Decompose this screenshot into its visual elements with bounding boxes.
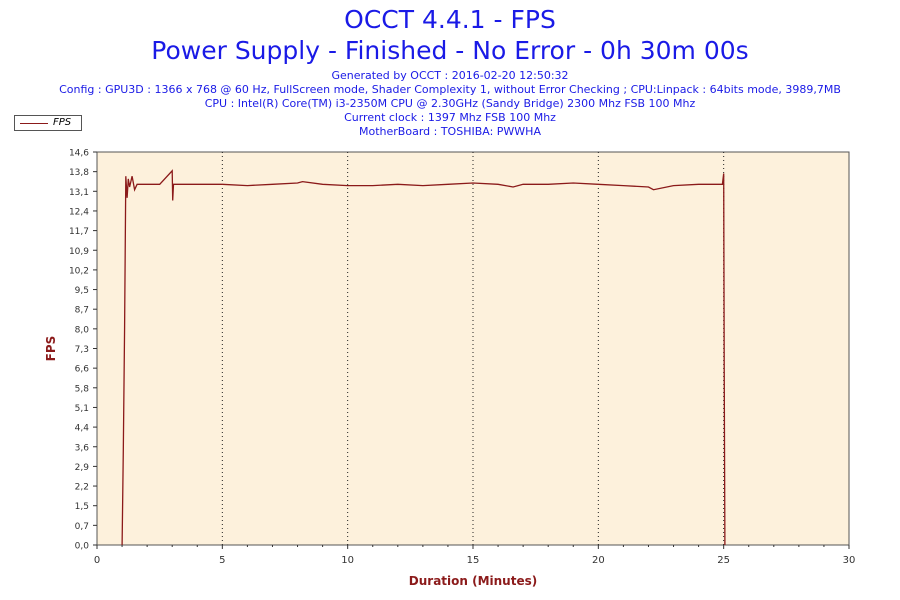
x-tick-label: 15 xyxy=(467,555,480,566)
y-tick-label: 3,6 xyxy=(75,443,90,453)
y-tick-label: 5,1 xyxy=(75,404,89,414)
y-tick-label: 5,8 xyxy=(75,384,90,394)
y-tick-label: 9,5 xyxy=(75,286,89,296)
config-line: Config : GPU3D : 1366 x 768 @ 60 Hz, Ful… xyxy=(59,83,841,96)
y-tick-label: 8,0 xyxy=(75,325,90,335)
x-tick-label: 25 xyxy=(717,555,730,566)
x-tick-label: 0 xyxy=(94,555,100,566)
x-tick-label: 10 xyxy=(341,555,354,566)
x-tick-label: 30 xyxy=(843,555,856,566)
y-tick-label: 13,8 xyxy=(69,168,89,178)
chart-title: OCCT 4.4.1 - FPS xyxy=(344,5,556,34)
y-tick-label: 2,9 xyxy=(75,463,90,473)
x-tick-label: 5 xyxy=(219,555,225,566)
y-axis-label: FPS xyxy=(44,336,58,362)
y-tick-label: 12,4 xyxy=(69,207,89,217)
y-tick-label: 0,7 xyxy=(75,522,89,532)
y-tick-label: 13,1 xyxy=(69,188,89,198)
clock-line: Current clock : 1397 Mhz FSB 100 Mhz xyxy=(344,111,556,124)
y-tick-label: 7,3 xyxy=(75,345,89,355)
y-tick-label: 4,4 xyxy=(75,424,90,434)
y-tick-label: 0,0 xyxy=(75,542,90,552)
motherboard-line: MotherBoard : TOSHIBA: PWWHA xyxy=(359,125,541,138)
y-tick-label: 11,7 xyxy=(69,227,89,237)
y-tick-label: 8,7 xyxy=(75,306,89,316)
legend-swatch xyxy=(20,123,48,124)
y-tick-label: 1,5 xyxy=(75,502,89,512)
legend: FPS xyxy=(14,115,82,131)
series-line-fps xyxy=(121,169,726,546)
y-tick-label: 10,2 xyxy=(69,266,89,276)
legend-label: FPS xyxy=(53,117,72,128)
x-axis-label: Duration (Minutes) xyxy=(409,574,537,588)
generated-line: Generated by OCCT : 2016-02-20 12:50:32 xyxy=(331,69,569,82)
x-tick-label: 20 xyxy=(592,555,605,566)
y-tick-label: 6,6 xyxy=(75,365,90,375)
y-tick-label: 14,6 xyxy=(69,149,89,159)
y-tick-label: 10,9 xyxy=(69,247,89,257)
chart-subtitle: Power Supply - Finished - No Error - 0h … xyxy=(151,36,749,65)
cpu-line: CPU : Intel(R) Core(TM) i3-2350M CPU @ 2… xyxy=(204,97,696,110)
y-tick-label: 2,2 xyxy=(75,483,89,493)
